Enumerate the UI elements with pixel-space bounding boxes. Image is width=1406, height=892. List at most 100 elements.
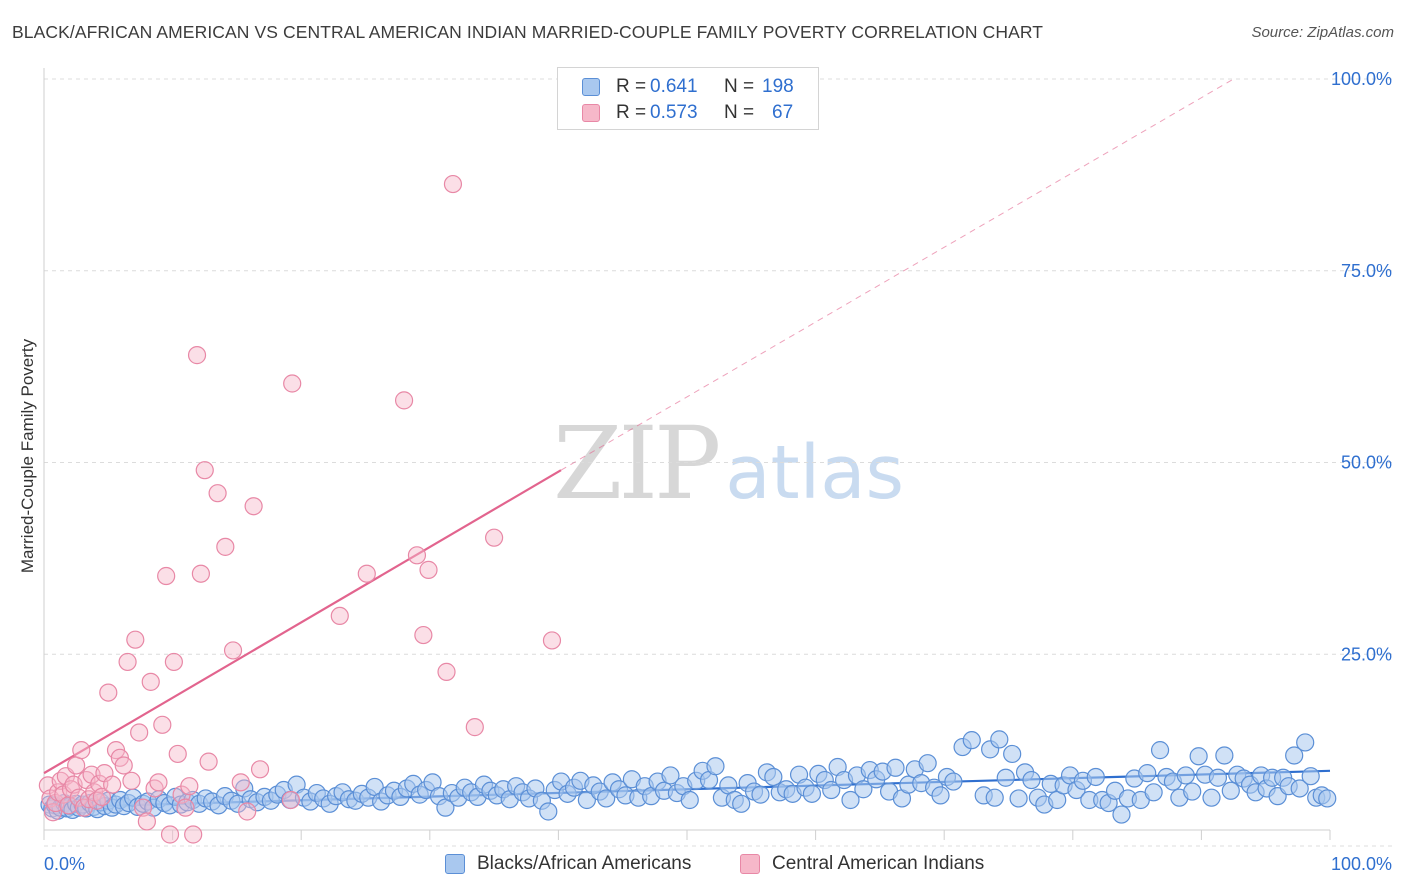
point-central-american-indians (195, 461, 214, 480)
point-central-american-indians (99, 683, 118, 702)
point-blacks-african-americans (996, 768, 1015, 787)
tick-labels: 100.0% 75.0% 50.0% 25.0% 0.0% 100.0% (44, 69, 1392, 874)
y-tick-label: 100.0% (1331, 69, 1392, 89)
point-central-american-indians (118, 652, 137, 672)
point-blacks-african-americans (1290, 779, 1309, 798)
point-blacks-african-americans (1003, 744, 1022, 764)
point-blacks-african-americans (1301, 767, 1320, 786)
point-blacks-african-americans (1296, 733, 1315, 752)
point-blacks-african-americans (886, 758, 905, 777)
x-tick-label-right: 100.0% (1331, 854, 1392, 874)
point-blacks-african-americans (680, 790, 699, 810)
point-central-american-indians (122, 771, 141, 790)
point-central-american-indians (283, 374, 302, 393)
point-blacks-african-americans (854, 780, 873, 799)
source-label: Source: ZipAtlas.com (1251, 24, 1394, 41)
grid (43, 68, 1392, 847)
point-blacks-african-americans (539, 802, 558, 821)
point-blacks-african-americans (822, 780, 841, 800)
point-blacks-african-americans (1183, 782, 1202, 801)
x-tick-label-left: 0.0% (44, 854, 85, 874)
point-blacks-african-americans (1208, 768, 1228, 787)
point-blacks-african-americans (661, 766, 680, 785)
point-central-american-indians (542, 631, 562, 650)
point-central-american-indians (250, 760, 270, 779)
point-central-american-indians (180, 777, 199, 796)
point-blacks-african-americans (1202, 788, 1221, 807)
r-label: R = (616, 102, 647, 123)
legend-label: Blacks/African Americans (477, 853, 692, 874)
point-blacks-african-americans (990, 730, 1009, 749)
series-central-american-indians (38, 174, 562, 844)
legend-label: Central American Indians (772, 853, 985, 874)
point-central-american-indians (103, 775, 122, 794)
point-central-american-indians (281, 790, 301, 810)
point-central-american-indians (407, 546, 427, 565)
n-label: N = (724, 76, 755, 97)
point-central-american-indians (238, 802, 257, 821)
point-blacks-african-americans (1285, 746, 1304, 765)
point-central-american-indians (485, 528, 504, 547)
point-blacks-african-americans (962, 731, 981, 750)
legend-swatch-blue (445, 854, 465, 874)
point-blacks-african-americans (1009, 789, 1028, 808)
point-blacks-african-americans (1144, 783, 1163, 802)
point-central-american-indians (133, 798, 153, 817)
point-blacks-african-americans (1189, 747, 1208, 766)
point-blacks-african-americans (751, 785, 770, 804)
chart-title: BLACK/AFRICAN AMERICAN VS CENTRAL AMERIC… (12, 22, 1044, 42)
point-blacks-african-americans (706, 757, 725, 776)
point-blacks-african-americans (732, 794, 751, 813)
blue-swatch (582, 78, 600, 96)
point-central-american-indians (443, 174, 463, 194)
point-central-american-indians (141, 672, 160, 691)
watermark-zip: ZIP (553, 405, 721, 522)
point-central-american-indians (184, 825, 203, 844)
r-value: 0.641 (650, 76, 698, 97)
point-central-american-indians (168, 744, 187, 764)
point-central-american-indians (72, 741, 91, 760)
r-value: 0.573 (650, 102, 698, 123)
point-blacks-african-americans (1150, 741, 1170, 760)
point-central-american-indians (357, 564, 376, 583)
point-blacks-african-americans (1221, 781, 1240, 800)
point-blacks-african-americans (985, 788, 1004, 807)
r-label: R = (616, 76, 647, 97)
n-value: 67 (772, 102, 794, 123)
point-central-american-indians (126, 630, 145, 649)
point-central-american-indians (114, 756, 133, 775)
n-label: N = (724, 102, 755, 123)
y-tick-label: 50.0% (1341, 453, 1392, 473)
point-central-american-indians (208, 484, 227, 503)
point-blacks-african-americans (918, 754, 937, 773)
watermark: ZIP atlas (553, 405, 904, 522)
point-blacks-african-americans (1318, 789, 1337, 808)
point-central-american-indians (199, 752, 218, 771)
point-blacks-african-americans (764, 767, 783, 787)
point-blacks-african-americans (597, 789, 616, 808)
point-blacks-african-americans (931, 786, 950, 805)
point-central-american-indians (164, 652, 183, 672)
point-blacks-african-americans (1138, 764, 1157, 783)
point-blacks-african-americans (1086, 767, 1105, 787)
point-blacks-african-americans (841, 790, 860, 810)
point-central-american-indians (187, 346, 207, 365)
point-central-american-indians (137, 812, 156, 831)
trend-line-central-american-indians (43, 469, 562, 775)
point-central-american-indians (231, 773, 250, 792)
legend: Blacks/African Americans Central America… (0, 852, 1406, 878)
point-central-american-indians (330, 606, 349, 626)
point-central-american-indians (153, 715, 172, 734)
point-central-american-indians (160, 825, 180, 844)
point-blacks-african-americans (1112, 805, 1131, 824)
watermark-atlas: atlas (725, 430, 905, 516)
point-central-american-indians (157, 566, 176, 586)
point-central-american-indians (437, 662, 456, 681)
series-blacks-african-americans (40, 730, 1337, 824)
trend-lines (43, 78, 1331, 809)
point-central-american-indians (216, 537, 235, 556)
point-central-american-indians (92, 787, 111, 807)
point-central-american-indians (223, 641, 243, 660)
point-central-american-indians (419, 560, 438, 579)
